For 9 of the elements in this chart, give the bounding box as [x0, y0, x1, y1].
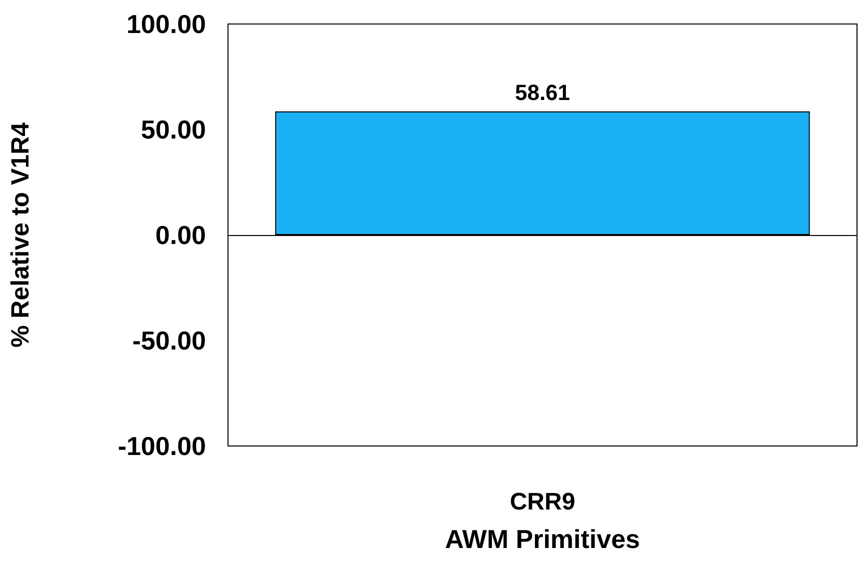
y-tick-label: 50.00 [140, 114, 206, 144]
y-axis-title: % Relative to V1R4 [6, 122, 34, 348]
y-tick-label: 100.00 [126, 9, 206, 39]
y-tick-label: -100.00 [118, 431, 206, 461]
x-tick-label: CRR9 [510, 488, 576, 516]
x-axis-title: AWM Primitives [444, 524, 640, 554]
data-label: 58.61 [514, 80, 570, 105]
y-tick-label: 0.00 [155, 220, 206, 250]
y-tick-label: -50.00 [132, 326, 206, 356]
